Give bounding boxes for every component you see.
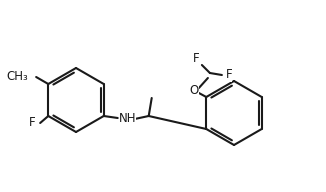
Text: O: O: [189, 84, 199, 98]
Text: F: F: [29, 117, 36, 129]
Text: F: F: [193, 52, 199, 65]
Text: F: F: [226, 69, 232, 81]
Text: NH: NH: [119, 113, 137, 126]
Text: CH₃: CH₃: [7, 70, 28, 83]
